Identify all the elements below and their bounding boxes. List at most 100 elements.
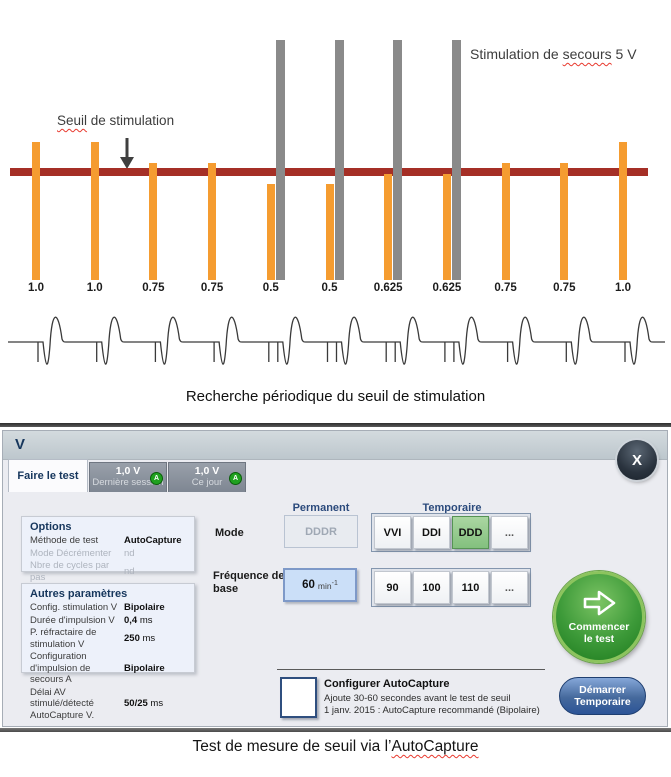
pulse-bar bbox=[501, 163, 510, 280]
options-panel-title: Options bbox=[30, 521, 72, 533]
pulse-amplitude-label: 0.75 bbox=[494, 282, 517, 294]
pulse-amplitude-label: 0.625 bbox=[373, 282, 403, 294]
base-rate-unit: min-1 bbox=[317, 579, 338, 591]
param-value: Bipolaire bbox=[124, 602, 165, 613]
permanent-mode-value[interactable]: DDDR bbox=[284, 515, 358, 548]
pulse-amplitude-label: 0.75 bbox=[200, 282, 224, 294]
param-row: Méthode de test AutoCapture bbox=[30, 535, 188, 547]
param-label: Mode Décrémenter bbox=[30, 547, 112, 559]
mode-label: Mode bbox=[215, 527, 244, 539]
start-temporary-button[interactable]: Démarrer Temporaire bbox=[559, 677, 646, 715]
tab-faire-le-test[interactable]: Faire le test bbox=[8, 459, 88, 492]
mode-more-button[interactable]: ... bbox=[491, 516, 528, 549]
pulse-bar bbox=[32, 142, 40, 280]
threshold-line bbox=[10, 168, 648, 176]
options-rows: Méthode de test AutoCapture Mode Décrément… bbox=[30, 535, 188, 583]
tab-ce-jour[interactable]: 1,0 V Ce jour A bbox=[168, 462, 246, 492]
backup-pulse-bar bbox=[393, 40, 403, 280]
tab-label: Faire le test bbox=[17, 470, 79, 482]
configure-autocapture-checkbox[interactable] bbox=[280, 677, 317, 718]
backup-stimulation-label: Stimulation de secours 5 V bbox=[470, 46, 637, 62]
dialog-title: V bbox=[15, 436, 26, 453]
param-value: nd bbox=[124, 565, 135, 577]
backup-label-post: 5 V bbox=[611, 46, 637, 62]
temporary-mode-buttons: VVI DDI DDD... bbox=[371, 513, 531, 552]
pulse-bar bbox=[560, 163, 569, 280]
permanent-header: Permanent bbox=[292, 502, 350, 514]
close-button[interactable]: X bbox=[617, 440, 657, 480]
backup-pulse-bar bbox=[451, 40, 461, 280]
mode-vvi-button[interactable]: VVI bbox=[374, 516, 411, 549]
param-label: Délai AV stimulé/détecté AutoCapture V. bbox=[30, 686, 95, 721]
param-label: Durée d'impulsion V bbox=[30, 614, 115, 626]
mode-ddd-button[interactable]: DDD bbox=[452, 516, 489, 549]
pulse-bar bbox=[90, 142, 99, 280]
tab-bar: Faire le test 1,0 V Dernière session A 1… bbox=[8, 459, 246, 492]
rate-100-button[interactable]: 100 bbox=[413, 571, 450, 604]
pulse-amplitude-label: 0.75 bbox=[553, 282, 576, 294]
base-rate-label: Fréquence de base bbox=[213, 570, 285, 596]
base-rate-buttons: 90 100 110... bbox=[371, 568, 531, 607]
start-test-label-2: le test bbox=[583, 633, 615, 645]
param-row: Délai AV stimulé/détecté AutoCapture V. 5… bbox=[30, 687, 188, 722]
v-test-dialog: V X Faire le test 1,0 V Dernière session… bbox=[2, 430, 668, 727]
pulse-amplitude-label: 0.625 bbox=[432, 282, 462, 294]
pulse-amplitude-label: 1.0 bbox=[28, 282, 44, 294]
mode-ddi-button[interactable]: DDI bbox=[413, 516, 450, 549]
param-row: P. réfractaire de stimulation V 250 ms bbox=[30, 627, 188, 650]
backup-label-pre: Stimulation de bbox=[470, 46, 563, 62]
separator-line-top bbox=[0, 423, 671, 427]
autocapture-config-text: Configurer AutoCapture Ajoute 30-60 seco… bbox=[324, 678, 554, 716]
pulse-bar bbox=[384, 173, 393, 280]
close-icon: X bbox=[631, 451, 642, 469]
param-label: Nbre de cycles par pas bbox=[30, 560, 110, 583]
pulse-bar bbox=[149, 163, 158, 280]
threshold-label-rest: de stimulation bbox=[87, 113, 175, 128]
autocapture-config-line1: Ajoute 30-60 secondes avant le test de s… bbox=[324, 693, 511, 704]
base-rate-value[interactable]: 60 min-1 bbox=[283, 568, 357, 602]
temporary-header: Temporaire bbox=[422, 502, 482, 514]
base-rate-label-text: Fréquence de base bbox=[213, 570, 285, 595]
pulse-bar bbox=[208, 163, 217, 280]
tab-label: Ce jour bbox=[191, 477, 223, 488]
pulse-amplitude-label: 1.0 bbox=[86, 282, 103, 294]
param-row: Durée d'impulsion V 0,4 ms bbox=[30, 615, 188, 627]
pulse-amplitude-label: 0.5 bbox=[262, 282, 279, 294]
other-params-rows: Config. stimulation V Bipolaire Durée d'im… bbox=[30, 602, 188, 721]
threshold-label-wavy: Seuil bbox=[57, 113, 88, 128]
base-rate-number: 60 bbox=[302, 579, 315, 591]
autocapture-badge: A bbox=[229, 472, 242, 485]
param-value: 250 ms bbox=[124, 632, 156, 644]
tab-label: Dernière session bbox=[92, 477, 164, 488]
autocapture-config-title: Configurer AutoCapture bbox=[324, 678, 450, 690]
bottom-caption-wavy: AutoCapture bbox=[391, 738, 479, 755]
down-arrow-icon bbox=[120, 138, 134, 169]
threshold-search-figure: Stimulation de secours 5 V Seuil de stim… bbox=[8, 40, 665, 405]
separator-line-bottom bbox=[0, 728, 671, 732]
pulse-bar bbox=[266, 184, 275, 280]
ecg-strip bbox=[8, 316, 665, 365]
rate-more-button[interactable]: ... bbox=[491, 571, 528, 604]
dialog-titlebar: V bbox=[3, 431, 667, 460]
bottom-caption: Test de mesure de seuil via l’AutoCaptur… bbox=[0, 738, 671, 756]
param-row: Mode Décrémenter nd bbox=[30, 548, 188, 560]
pulse-amplitude-label: 0.5 bbox=[321, 282, 338, 294]
backup-pulse-bar bbox=[334, 40, 344, 280]
pulse-bar bbox=[442, 173, 451, 280]
param-row: Configuration d'impulsion de secours A Bi… bbox=[30, 651, 188, 686]
param-value: 50/25 ms bbox=[124, 698, 164, 709]
tab-derniere-session[interactable]: 1,0 V Dernière session A bbox=[89, 462, 167, 492]
pulse-amplitude-label: 1.0 bbox=[615, 282, 631, 294]
rate-110-button[interactable]: 110 bbox=[452, 571, 489, 604]
options-panel: Options Méthode de test AutoCapture Mode D… bbox=[21, 516, 195, 583]
rate-90-button[interactable]: 90 bbox=[374, 571, 411, 604]
backup-pulse-bar bbox=[275, 40, 285, 280]
tab-value: 1,0 V bbox=[194, 465, 220, 477]
temporary-label-1: Démarrer bbox=[579, 684, 626, 696]
start-test-button[interactable]: Commencer le test bbox=[553, 571, 645, 663]
autocapture-separator bbox=[277, 669, 545, 670]
threshold-label: Seuil de stimulation bbox=[57, 113, 174, 128]
param-label: Config. stimulation V bbox=[30, 602, 118, 613]
temporary-label-2: Temporaire bbox=[574, 696, 631, 708]
